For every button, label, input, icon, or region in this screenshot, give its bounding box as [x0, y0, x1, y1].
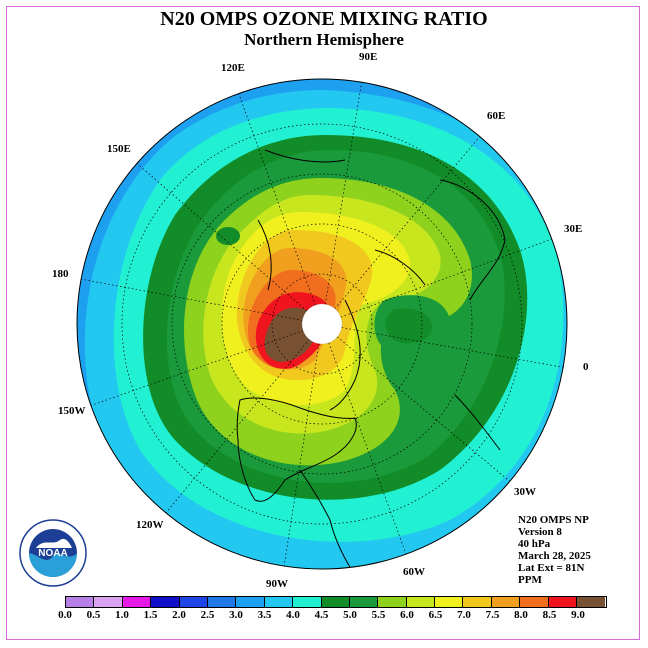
info-units: PPM: [518, 574, 542, 586]
colorbar-swatch: [94, 597, 123, 607]
colorbar-tick-label: 0.0: [58, 609, 72, 621]
colorbar-swatch: [66, 597, 95, 607]
colorbar-swatch: [491, 597, 521, 607]
page-subtitle: Northern Hemisphere: [244, 30, 404, 49]
lon-label-60e: 60E: [487, 110, 506, 122]
colorbar-tick-label: 7.0: [457, 609, 471, 621]
colorbar-swatch: [122, 597, 152, 607]
colorbar-swatch: [321, 597, 350, 607]
colorbar-swatch: [577, 597, 606, 607]
map-border: [76, 78, 568, 570]
colorbar-ticks: 0.0 0.5 1.0 1.5 2.0 2.5 3.0 3.5 4.0 4.5 5.0 5.5 6.0 6…: [0, 609, 648, 623]
colorbar: [65, 596, 607, 608]
lon-label-30e: 30E: [564, 223, 583, 235]
polar-data-gap: [302, 304, 342, 344]
info-date: March 28, 2025: [518, 550, 591, 562]
colorbar-tick-label: 8.0: [514, 609, 528, 621]
colorbar-swatch: [236, 597, 265, 607]
figure-frame: [6, 6, 640, 640]
coastlines: [236, 149, 506, 569]
lon-label-180: 180: [52, 268, 69, 280]
info-instrument: N20 OMPS NP: [518, 514, 589, 526]
lon-label-90w: 90W: [266, 578, 288, 590]
lon-label-120w: 120W: [136, 519, 164, 531]
colorbar-swatch: [264, 597, 294, 607]
info-lat-extent: Lat Ext = 81N: [518, 562, 585, 574]
colorbar-tick-label: 1.0: [115, 609, 129, 621]
colorbar-tick-label: 4.0: [286, 609, 300, 621]
colorbar-tick-label: 6.5: [428, 609, 443, 621]
colorbar-tick-label: 3.5: [257, 609, 272, 621]
colorbar-tick-label: 0.5: [86, 609, 101, 621]
noaa-logo: NOAA: [19, 519, 87, 587]
colorbar-swatch: [378, 597, 407, 607]
info-pressure-level: 40 hPa: [518, 538, 551, 550]
lon-label-150e: 150E: [107, 143, 131, 155]
colorbar-swatch: [463, 597, 492, 607]
colorbar-swatch: [520, 597, 549, 607]
colorbar-swatch: [179, 597, 208, 607]
colorbar-swatch: [406, 597, 436, 607]
lon-label-60w: 60W: [403, 566, 425, 578]
colorbar-swatch: [293, 597, 322, 607]
colorbar-tick-label: 5.0: [343, 609, 357, 621]
colorbar-tick-label: 3.0: [229, 609, 243, 621]
colorbar-tick-label: 9.0: [571, 609, 585, 621]
lon-label-120e: 120E: [221, 62, 245, 74]
colorbar-swatch: [435, 597, 464, 607]
colorbar-swatch: [207, 597, 237, 607]
colorbar-swatch: [349, 597, 379, 607]
colorbar-swatch: [548, 597, 578, 607]
colorbar-tick-label: 1.5: [143, 609, 158, 621]
info-version: Version 8: [518, 526, 562, 538]
lon-label-30w: 30W: [514, 486, 536, 498]
noaa-logo-text: NOAA: [38, 548, 67, 559]
colorbar-tick-label: 5.5: [371, 609, 386, 621]
colorbar-swatch: [151, 597, 180, 607]
colorbar-tick-label: 2.0: [172, 609, 186, 621]
colorbar-tick-label: 8.5: [542, 609, 557, 621]
lon-label-90e: 90E: [359, 51, 378, 63]
colorbar-tick-label: 4.5: [314, 609, 329, 621]
lon-label-0: 0: [583, 361, 589, 373]
product-info: N20 OMPS NP Version 8 40 hPa March 28, 2…: [518, 514, 591, 586]
graticule: [77, 79, 567, 569]
colorbar-tick-label: 2.5: [200, 609, 215, 621]
page-title: N20 OMPS OZONE MIXING RATIO: [160, 8, 488, 30]
colorbar-tick-label: 7.5: [485, 609, 500, 621]
colorbar-tick-label: 6.0: [400, 609, 414, 621]
lon-label-150w: 150W: [58, 405, 86, 417]
